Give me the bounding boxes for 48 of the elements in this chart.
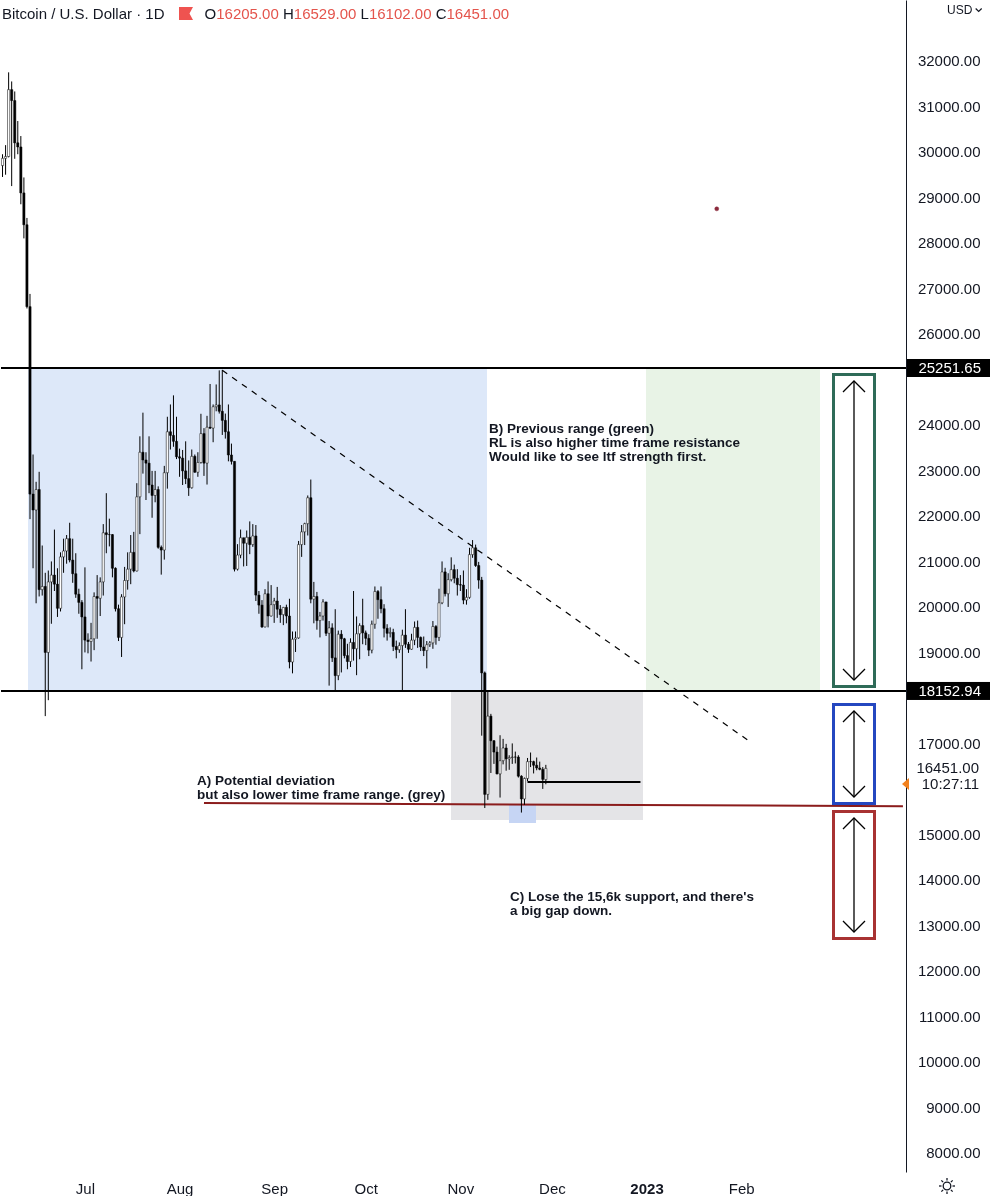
chart-subtitle: O16205.00 H16529.00 L16102.00 C16451.00	[204, 4, 510, 22]
candlestick	[242, 537, 246, 567]
text: 16451.00 10:27:11	[916, 759, 979, 793]
text: USD	[947, 3, 973, 18]
x-tick-label: Feb	[728, 1179, 755, 1197]
ref-line-label: 18152.94	[918, 682, 981, 700]
x-tick-label: Jul	[75, 1179, 96, 1197]
y-tick-label: 17000.00	[917, 734, 981, 752]
y-tick-label: 20000.00	[917, 598, 981, 616]
annotation: A) Potential deviation but also lower time frame range. (grey)	[197, 772, 446, 803]
y-tick-label: 10000.00	[917, 1053, 981, 1071]
y-tick-label: 29000.00	[917, 188, 981, 206]
annotation: C) Lose the 15,6k support, and there's a big gap down.	[510, 888, 755, 918]
x-tick-label: Aug	[166, 1179, 194, 1197]
x-tick-label: Nov	[447, 1179, 475, 1197]
candlestick	[416, 620, 419, 649]
y-tick-label: 24000.00	[917, 416, 981, 434]
y-tick-label: 22000.00	[917, 507, 981, 525]
y-tick-label: 26000.00	[917, 325, 981, 343]
y-tick-label: 23000.00	[917, 461, 981, 479]
y-tick-label: 31000.00	[917, 97, 981, 115]
candlestick	[227, 403, 230, 462]
candlestick	[352, 590, 355, 662]
annotation: B) Previous range (green) RL is also higher time frame resistance Would like to see ltf strength first.	[489, 420, 741, 464]
candlestick	[275, 586, 279, 619]
y-tick-label: 21000.00	[917, 552, 981, 570]
candlestick	[413, 620, 416, 646]
x-tick-label: Sep	[261, 1179, 289, 1197]
y-tick-label: 12000.00	[917, 962, 981, 980]
candlestick	[498, 734, 502, 799]
y-tick-label: 11000.00	[919, 1007, 981, 1025]
y-tick-label: 19000.00	[917, 643, 981, 661]
x-tick-label: Dec	[539, 1179, 567, 1197]
candlestick	[404, 608, 407, 649]
candlestick	[245, 529, 249, 567]
x-tick-label: Oct	[354, 1179, 379, 1197]
chart-title: Bitcoin / U.S. Dollar · 1D	[2, 4, 165, 22]
y-tick-label: 8000.00	[926, 1144, 981, 1162]
x-tick-label: 2023	[630, 1179, 664, 1197]
y-tick-label: 30000.00	[917, 143, 981, 161]
y-tick-label: 27000.00	[917, 279, 981, 297]
y-tick-label: 9000.00	[926, 1098, 981, 1116]
y-tick-label: 28000.00	[917, 234, 981, 252]
y-tick-label: 32000.00	[917, 52, 981, 70]
ref-line-label: 25251.65	[918, 359, 981, 377]
y-tick-label: 15000.00	[917, 825, 981, 843]
y-tick-label: 14000.00	[917, 871, 981, 889]
y-tick-label: 13000.00	[917, 916, 981, 934]
